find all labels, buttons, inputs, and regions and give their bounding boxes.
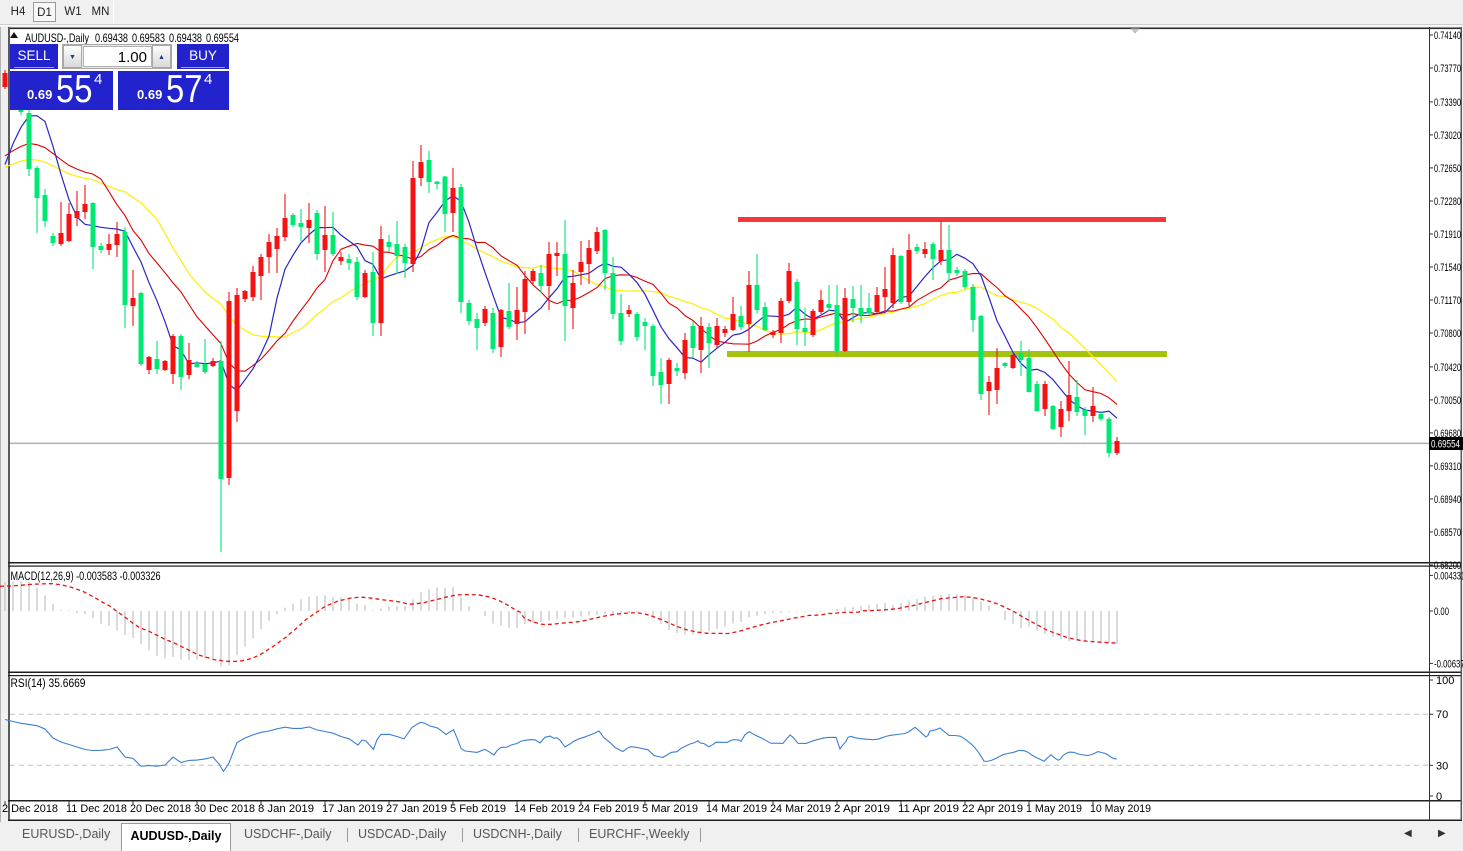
svg-text:0.68570: 0.68570 xyxy=(1434,527,1461,539)
svg-text:0.73390: 0.73390 xyxy=(1434,97,1461,109)
svg-text:1 May 2019: 1 May 2019 xyxy=(1026,803,1082,815)
svg-text:2 Dec 2018: 2 Dec 2018 xyxy=(2,803,58,815)
svg-text:0.70050: 0.70050 xyxy=(1434,395,1461,407)
svg-text:0.00: 0.00 xyxy=(1434,606,1449,618)
svg-text:0.69554: 0.69554 xyxy=(206,31,239,45)
svg-text:5 Mar 2019: 5 Mar 2019 xyxy=(642,803,698,815)
svg-text:0.70800: 0.70800 xyxy=(1434,328,1461,340)
svg-text:0.70420: 0.70420 xyxy=(1434,362,1461,374)
svg-text:8 Jan 2019: 8 Jan 2019 xyxy=(258,803,314,815)
svg-text:30: 30 xyxy=(1436,760,1448,772)
svg-text:0.71170: 0.71170 xyxy=(1434,295,1461,307)
svg-text:AUDUSD-,Daily: AUDUSD-,Daily xyxy=(25,31,89,45)
svg-text:0.69438: 0.69438 xyxy=(95,31,128,45)
svg-text:2 Apr 2019: 2 Apr 2019 xyxy=(834,803,890,815)
svg-text:RSI(14) 35.6669: RSI(14) 35.6669 xyxy=(11,678,86,690)
svg-text:0.71540: 0.71540 xyxy=(1434,262,1461,274)
svg-text:0.72650: 0.72650 xyxy=(1434,163,1461,175)
svg-text:0: 0 xyxy=(1436,791,1442,803)
svg-text:0.68940: 0.68940 xyxy=(1434,494,1461,506)
svg-text:0.69554: 0.69554 xyxy=(1431,439,1460,451)
svg-text:27 Jan 2019: 27 Jan 2019 xyxy=(386,803,447,815)
svg-text:0.004331: 0.004331 xyxy=(1434,570,1463,582)
svg-text:MACD(12,26,9) -0.003583 -0.003: MACD(12,26,9) -0.003583 -0.003326 xyxy=(11,571,161,583)
svg-text:30 Dec 2018: 30 Dec 2018 xyxy=(194,803,255,815)
svg-text:11 Dec 2018: 11 Dec 2018 xyxy=(66,803,127,815)
svg-text:5 Feb 2019: 5 Feb 2019 xyxy=(450,803,506,815)
svg-text:70: 70 xyxy=(1436,709,1448,721)
svg-text:0.73020: 0.73020 xyxy=(1434,130,1461,142)
svg-text:0.68200: 0.68200 xyxy=(1434,560,1461,572)
svg-text:0.69583: 0.69583 xyxy=(132,31,165,45)
svg-text:0.74140: 0.74140 xyxy=(1434,30,1461,42)
svg-text:100: 100 xyxy=(1436,675,1454,687)
svg-text:0.73770: 0.73770 xyxy=(1434,63,1461,75)
svg-text:14 Feb 2019: 14 Feb 2019 xyxy=(514,803,575,815)
svg-text:-0.006373: -0.006373 xyxy=(1434,658,1463,670)
svg-text:0.69438: 0.69438 xyxy=(169,31,202,45)
svg-text:11 Apr 2019: 11 Apr 2019 xyxy=(898,803,959,815)
svg-text:0.69680: 0.69680 xyxy=(1434,428,1461,440)
svg-text:14 Mar 2019: 14 Mar 2019 xyxy=(706,803,767,815)
svg-text:10 May 2019: 10 May 2019 xyxy=(1090,803,1151,815)
svg-text:0.72280: 0.72280 xyxy=(1434,196,1461,208)
svg-text:17 Jan 2019: 17 Jan 2019 xyxy=(322,803,383,815)
svg-text:22 Apr 2019: 22 Apr 2019 xyxy=(962,803,1023,815)
svg-text:20 Dec 2018: 20 Dec 2018 xyxy=(130,803,191,815)
svg-text:24 Feb 2019: 24 Feb 2019 xyxy=(578,803,639,815)
svg-text:0.71910: 0.71910 xyxy=(1434,229,1461,241)
svg-text:0.69310: 0.69310 xyxy=(1434,461,1461,473)
svg-text:24 Mar 2019: 24 Mar 2019 xyxy=(770,803,831,815)
